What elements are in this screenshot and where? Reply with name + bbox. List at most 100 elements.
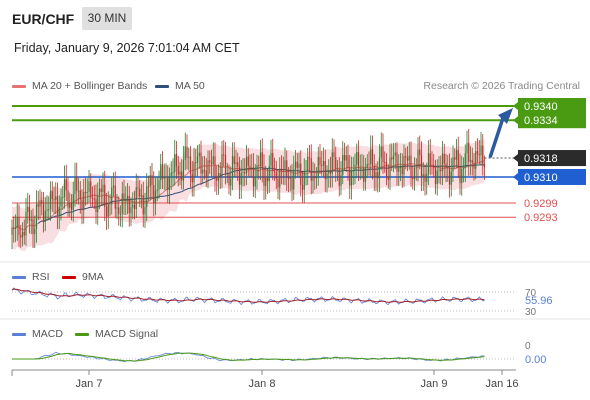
candle-173 bbox=[314, 163, 316, 190]
candle-168 bbox=[305, 160, 307, 186]
candle-body-178 bbox=[322, 161, 325, 166]
candle-body-270 bbox=[483, 163, 486, 168]
rsi-tick-30: 30 bbox=[525, 307, 537, 318]
candle-body-95 bbox=[177, 166, 179, 175]
candle-163 bbox=[296, 153, 298, 177]
candle-body-63 bbox=[121, 193, 123, 214]
candle-body-89 bbox=[167, 176, 169, 190]
candle-53 bbox=[104, 170, 106, 221]
candle-body-254 bbox=[455, 150, 458, 160]
candle-162 bbox=[294, 149, 297, 179]
legend-ma20-label: MA 20 + Bollinger Bands bbox=[32, 80, 148, 92]
candle-body-208 bbox=[375, 172, 377, 177]
candle-body-261 bbox=[468, 142, 470, 162]
candle-body-61 bbox=[118, 207, 120, 214]
candle-body-24 bbox=[53, 199, 55, 201]
forecast-arrow-head bbox=[498, 108, 513, 124]
level-label-0: 0.9340 bbox=[524, 101, 558, 113]
candle-body-77 bbox=[146, 186, 148, 208]
candle-108 bbox=[200, 140, 202, 186]
candle-body-103 bbox=[191, 174, 193, 183]
candle-body-108 bbox=[200, 152, 202, 174]
candle-213 bbox=[384, 151, 386, 173]
candle-body-229 bbox=[412, 177, 414, 180]
candle-body-112 bbox=[207, 160, 209, 178]
candle-body-219 bbox=[394, 152, 396, 156]
candle-body-180 bbox=[326, 173, 328, 180]
level-badge-0: 0.9340 bbox=[513, 98, 586, 114]
candle-body-194 bbox=[350, 170, 353, 186]
candle-71 bbox=[135, 173, 137, 219]
candle-body-210 bbox=[378, 157, 381, 179]
candle-body-185 bbox=[335, 156, 337, 170]
candle-body-39 bbox=[79, 190, 81, 200]
candle-141 bbox=[258, 155, 260, 180]
candle-body-7 bbox=[23, 231, 25, 236]
candle-79 bbox=[149, 165, 151, 201]
candle-body-76 bbox=[144, 207, 146, 215]
candle-249 bbox=[447, 154, 449, 182]
candle-20 bbox=[46, 195, 48, 220]
candle-body-177 bbox=[321, 165, 323, 167]
candle-body-85 bbox=[160, 164, 162, 181]
candle-68 bbox=[130, 197, 132, 226]
candle-body-168 bbox=[305, 170, 307, 172]
level-badge-pointer-0 bbox=[513, 102, 518, 110]
candle-148 bbox=[270, 139, 272, 177]
candle-23 bbox=[51, 181, 53, 212]
candle-178 bbox=[322, 147, 325, 177]
candle-body-186 bbox=[336, 169, 339, 171]
candle-body-145 bbox=[265, 177, 267, 186]
level-badge-1: 0.9334 bbox=[513, 112, 586, 129]
candle-body-28 bbox=[60, 197, 62, 208]
candle-body-238 bbox=[427, 153, 430, 174]
candle-158 bbox=[287, 167, 290, 193]
candle-85 bbox=[160, 153, 162, 190]
candle-body-67 bbox=[128, 195, 130, 214]
candle-body-214 bbox=[385, 162, 388, 177]
timeframe-button[interactable]: 30 MIN bbox=[82, 7, 132, 30]
candle-70 bbox=[133, 190, 136, 220]
candle-body-148 bbox=[270, 152, 272, 166]
candle-193 bbox=[349, 154, 351, 199]
candle-body-269 bbox=[482, 145, 484, 164]
candle-body-25 bbox=[55, 196, 57, 200]
candle-body-163 bbox=[296, 161, 298, 168]
candle-118 bbox=[217, 164, 220, 195]
candle-100 bbox=[186, 134, 188, 170]
candle-247 bbox=[443, 143, 445, 178]
candle-body-171 bbox=[310, 158, 312, 181]
candle-body-6 bbox=[21, 231, 24, 238]
candle-9 bbox=[27, 193, 29, 224]
candle-body-215 bbox=[387, 176, 389, 180]
candle-260 bbox=[466, 130, 468, 168]
candle-57 bbox=[111, 176, 113, 215]
legend-rsi-ma-label: 9MA bbox=[82, 271, 104, 283]
candle-body-59 bbox=[114, 185, 116, 209]
candle-236 bbox=[424, 164, 426, 196]
candle-229 bbox=[412, 164, 414, 190]
candle-59 bbox=[114, 171, 116, 218]
candle-81 bbox=[153, 171, 155, 217]
candle-256 bbox=[459, 153, 461, 195]
candle-body-87 bbox=[163, 177, 165, 179]
candle-body-47 bbox=[93, 198, 95, 200]
candle-263 bbox=[471, 147, 473, 176]
candle-body-159 bbox=[289, 178, 291, 180]
candle-254 bbox=[455, 139, 458, 169]
candle-63 bbox=[121, 181, 123, 228]
candle-62 bbox=[119, 205, 122, 227]
candle-75 bbox=[142, 181, 144, 228]
candle-body-248 bbox=[445, 163, 447, 169]
candle-54 bbox=[105, 192, 108, 230]
candle-body-237 bbox=[426, 173, 428, 182]
candle-21 bbox=[48, 196, 50, 220]
candle-body-35 bbox=[72, 193, 74, 211]
candle-body-32 bbox=[67, 190, 69, 208]
legend-ma50-label: MA 50 bbox=[175, 80, 205, 92]
candle-212 bbox=[382, 133, 384, 174]
candle-125 bbox=[230, 166, 232, 196]
candle-24 bbox=[53, 186, 55, 214]
candle-89 bbox=[167, 165, 169, 204]
candle-223 bbox=[401, 153, 403, 188]
